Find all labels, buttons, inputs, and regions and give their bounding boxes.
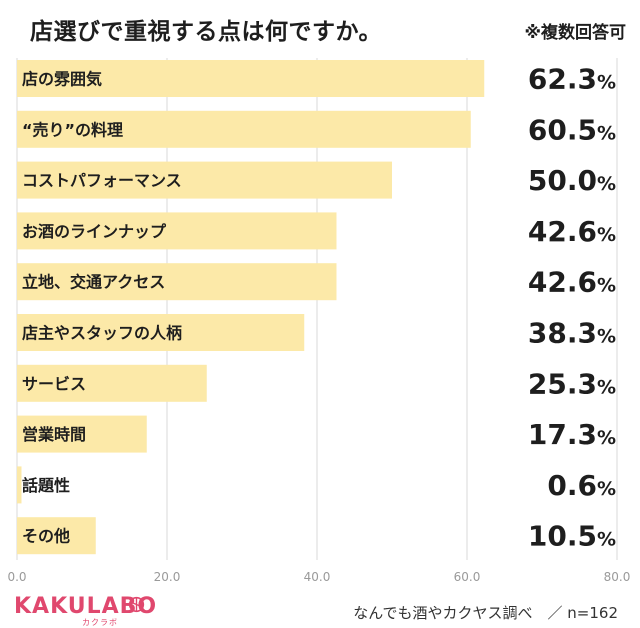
value-unit: % [597,478,616,500]
value-number: 10.5 [528,520,597,553]
value-labels: 62.3%60.5%50.0%42.6%42.6%38.3%25.3%17.3%… [528,63,616,553]
value-number: 60.5 [528,113,597,146]
value-unit: % [597,224,616,246]
value-unit: % [597,529,616,551]
data-source: なんでも酒やカクヤス調べ ／ n=162 [353,604,618,622]
category-label: サービス [22,374,86,393]
value-unit: % [597,122,616,144]
value-unit: % [597,376,616,398]
x-tick-label: 80.0 [604,570,631,584]
category-label: “売り”の料理 [22,120,123,139]
value-label: 50.0% [528,164,616,197]
logo-mark-icon [128,596,145,613]
bar [17,517,96,555]
value-unit: % [597,427,616,449]
category-label: お酒のラインナップ [22,222,167,241]
value-label: 10.5% [528,520,616,553]
bars-group [17,60,485,555]
x-axis-ticks: 0.0 20.0 40.0 60.0 80.0 [7,570,630,584]
bar [17,110,471,148]
value-label: 38.3% [528,317,616,350]
value-label: 42.6% [528,215,616,248]
x-tick-label: 40.0 [304,570,331,584]
value-number: 50.0 [528,164,597,197]
value-label: 60.5% [528,113,616,146]
value-label: 0.6% [547,469,616,502]
category-label: 話題性 [22,476,70,495]
bar-chart: 店の雰囲気 “売り”の料理コストパフォーマンスお酒のラインナップ立地、交通アクセス… [7,58,630,584]
bar [17,314,305,351]
value-unit: % [597,275,616,297]
category-label: 営業時間 [22,425,86,444]
value-number: 62.3 [528,63,597,96]
value-label: 42.6% [528,266,616,299]
category-labels: 店の雰囲気 “売り”の料理コストパフォーマンスお酒のラインナップ立地、交通アクセス… [22,70,182,546]
category-label: その他 [22,527,70,546]
value-number: 42.6 [528,266,597,299]
value-number: 25.3 [528,367,597,400]
value-label: 17.3% [528,418,616,451]
bar [17,263,337,301]
x-tick-label: 0.0 [7,570,26,584]
bar [17,364,207,402]
chart-title: 店選びで重視する点は何ですか。 [30,19,383,45]
value-number: 0.6 [547,469,597,502]
value-number: 38.3 [528,317,597,350]
multiple-answer-note: ※複数回答可 [524,23,626,43]
value-unit: % [597,173,616,195]
category-label: コストパフォーマンス [22,171,182,190]
value-unit: % [597,72,616,94]
value-number: 42.6 [528,215,597,248]
x-tick-label: 20.0 [154,570,181,584]
bar [17,161,392,199]
category-label: 店主やスタッフの人柄 [22,324,182,343]
value-unit: % [597,326,616,348]
x-tick-label: 60.0 [454,570,481,584]
category-label: 立地、交通アクセス [22,273,165,292]
bar [17,212,337,250]
bar [17,466,22,504]
category-label: 店の雰囲気 [22,70,102,89]
value-label: 25.3% [528,367,616,400]
bar [17,60,485,97]
kakulabo-logo-subtitle: カクラボ [82,618,118,627]
bar [17,415,147,453]
value-number: 17.3 [528,418,597,451]
value-label: 62.3% [528,63,616,96]
